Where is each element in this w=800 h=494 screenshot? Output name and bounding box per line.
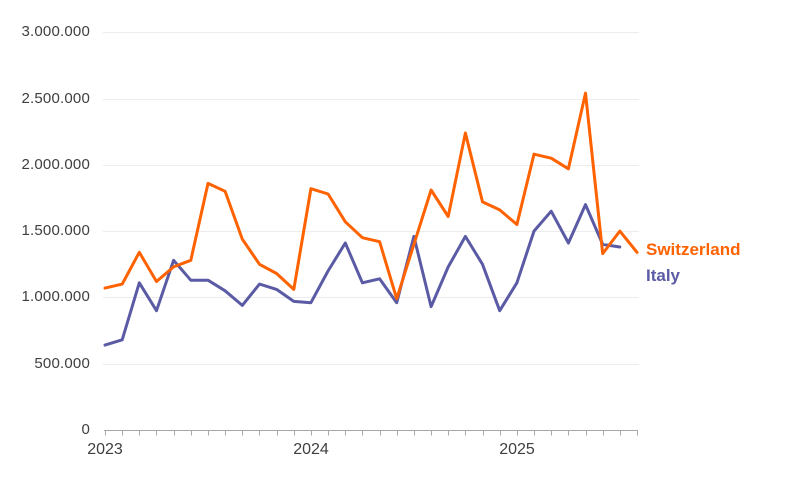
- x-axis-year-label: 2025: [499, 441, 535, 458]
- y-axis-label: 0: [81, 421, 90, 438]
- series-label-italy: Italy: [646, 266, 681, 285]
- y-axis-label: 3.000.000: [21, 23, 90, 40]
- italy-series-line: [103, 203, 622, 347]
- x-axis-year-label: 2024: [293, 441, 329, 458]
- x-axis-year-label: 2023: [87, 441, 123, 458]
- y-axis-label: 2.000.000: [21, 156, 90, 173]
- series-label-switzerland: Switzerland: [646, 240, 741, 259]
- y-axis-label: 1.500.000: [21, 222, 90, 239]
- y-axis-label: 1.000.000: [21, 288, 90, 305]
- y-axis-label: 2.500.000: [21, 90, 90, 107]
- y-axis-label: 500.000: [34, 355, 90, 372]
- switzerland-series-line: [103, 91, 639, 301]
